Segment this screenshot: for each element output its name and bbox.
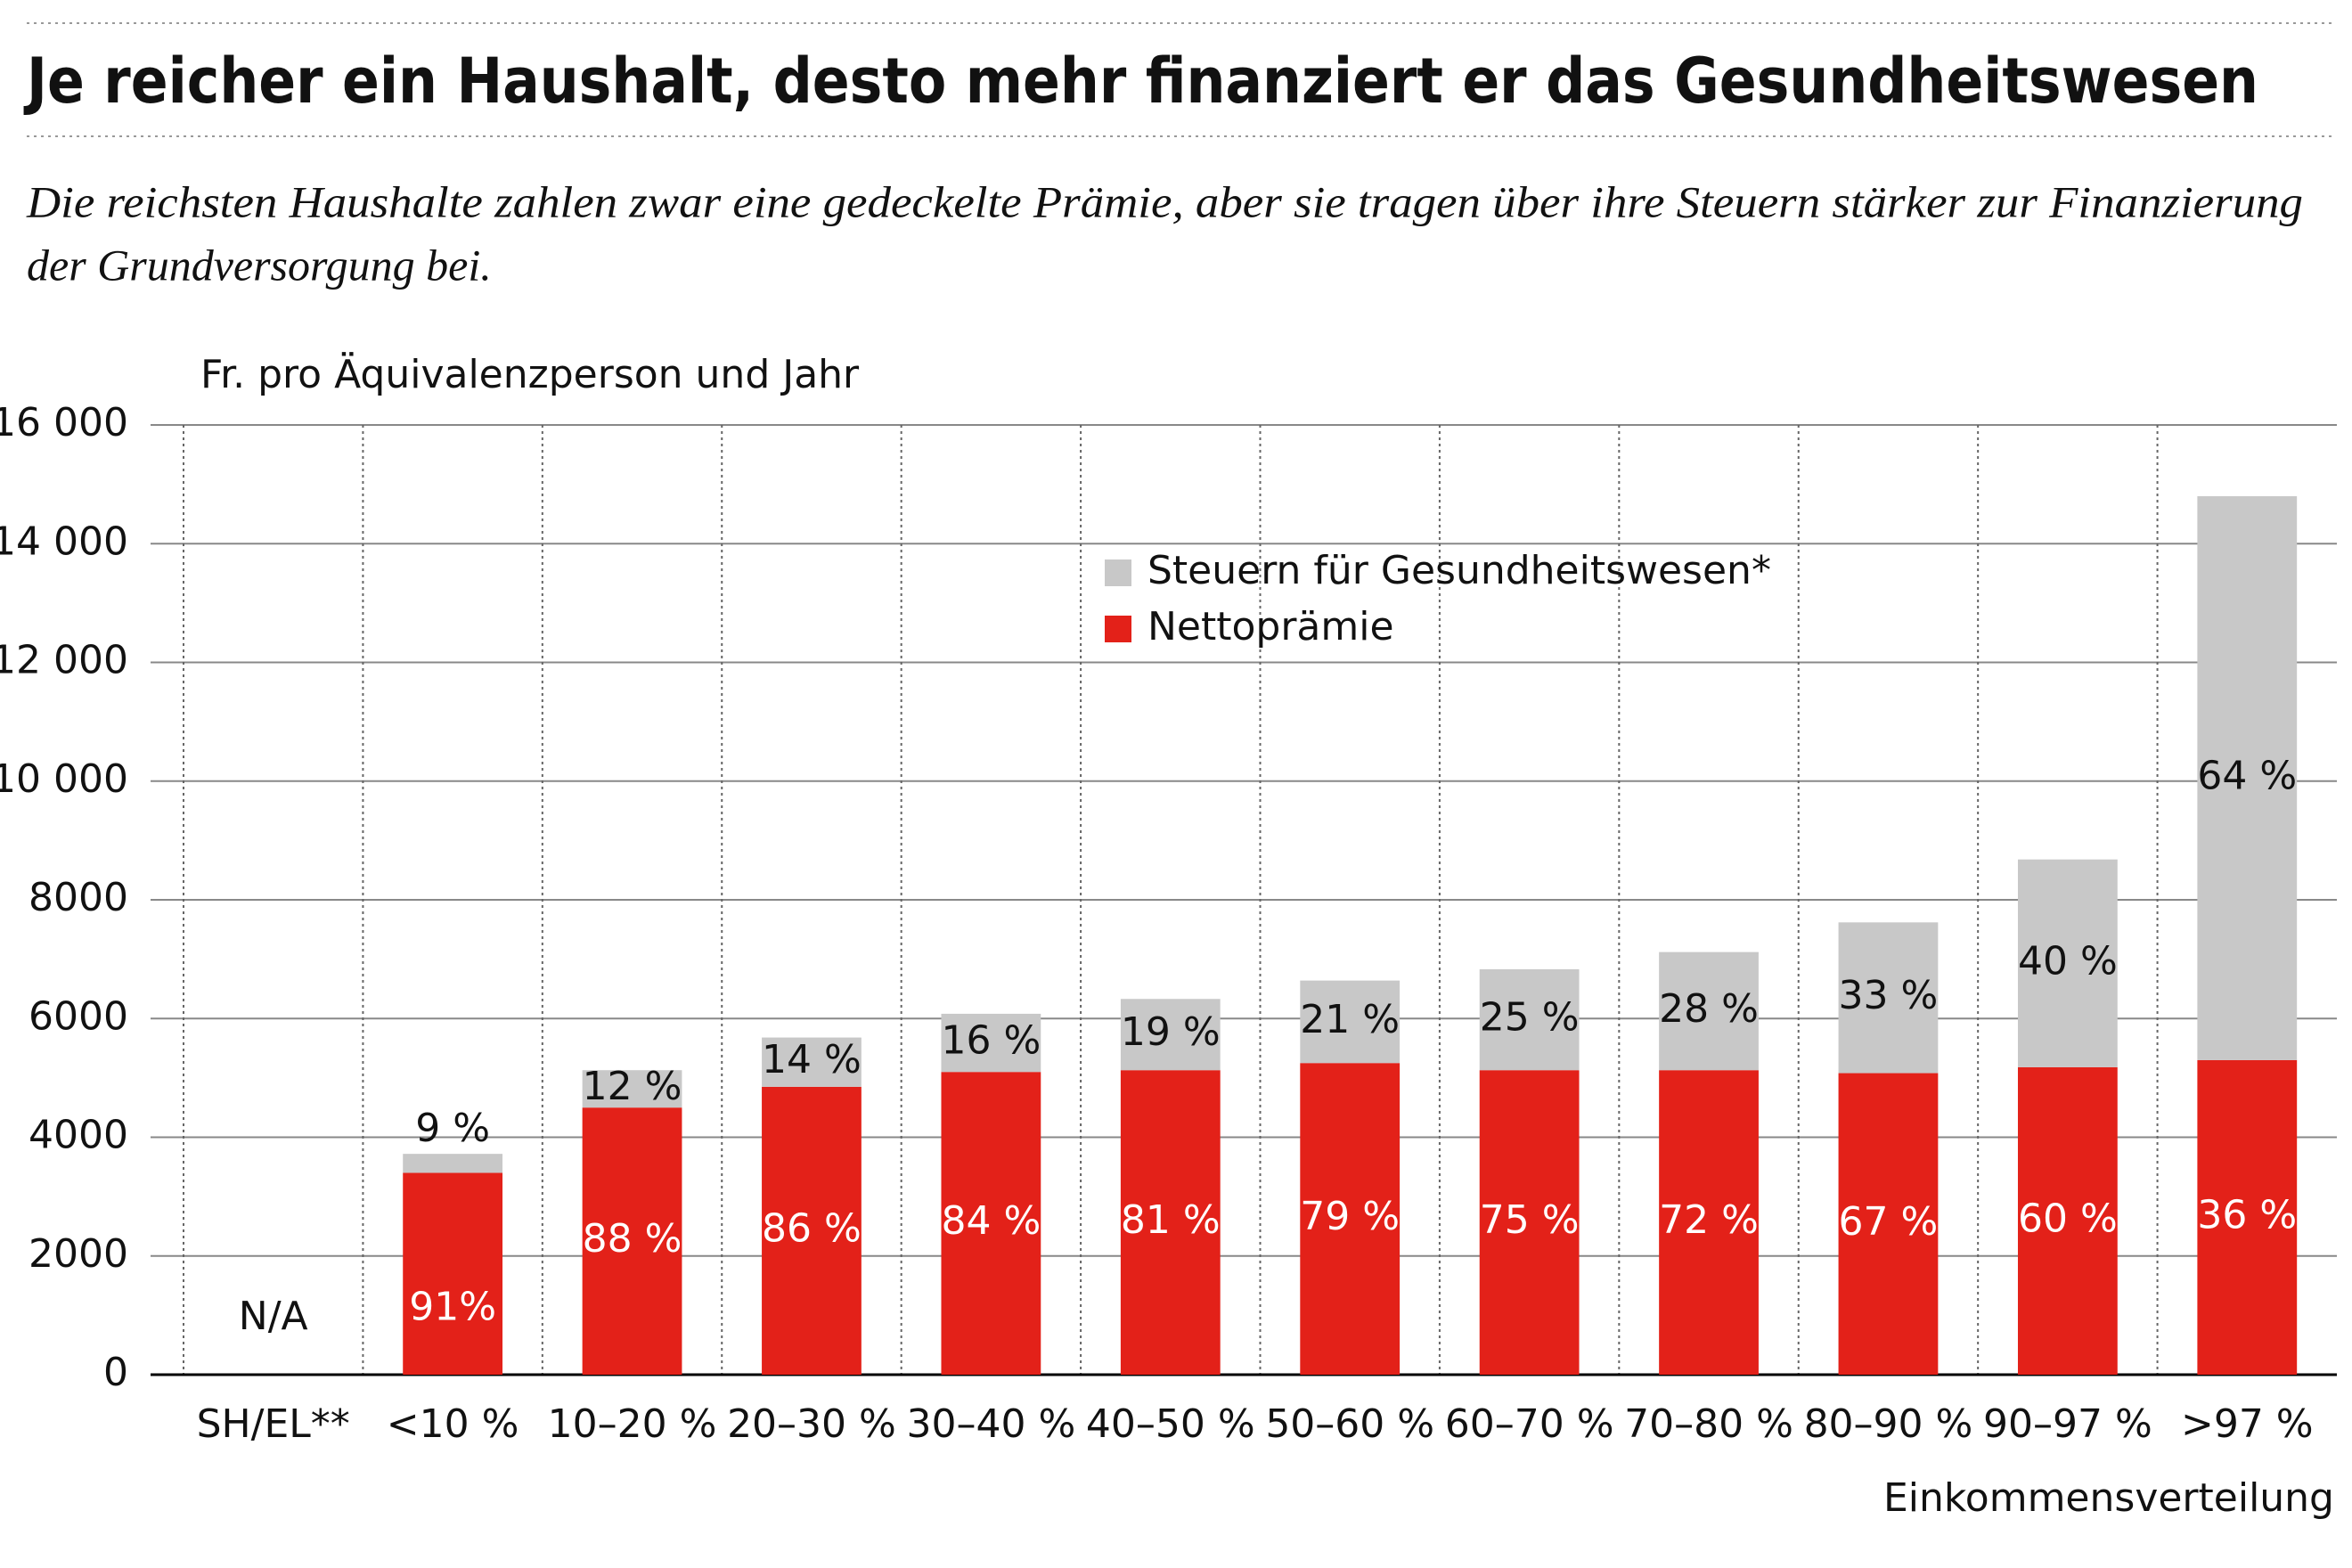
- x-tick-label: 20–30 %: [727, 1401, 896, 1447]
- y-tick-label: 12 000: [0, 638, 128, 683]
- percent-label: 36 %: [2197, 1192, 2297, 1237]
- legend-label: Nettoprämie: [1147, 604, 1394, 649]
- percent-label: 91%: [409, 1285, 496, 1330]
- bar-segment: [1300, 1063, 1401, 1375]
- bar-segment: [1659, 951, 1759, 1071]
- percent-label: 9 %: [415, 1106, 490, 1151]
- bar-segment: [941, 1013, 1041, 1073]
- y-tick-label: 6000: [29, 993, 128, 1039]
- legend-label: Steuern für Gesundheitswesen*: [1147, 548, 1771, 593]
- na-label: N/A: [239, 1294, 308, 1339]
- bar-segment: [2197, 1059, 2298, 1375]
- percent-label: 21 %: [1300, 997, 1400, 1042]
- x-tick-label: 60–70 %: [1445, 1401, 1614, 1447]
- percent-label: 86 %: [762, 1205, 862, 1251]
- bar-segment: [582, 1070, 682, 1108]
- bar-segment: [941, 1072, 1041, 1375]
- bar-segment: [1838, 922, 1939, 1074]
- percent-label: 64 %: [2197, 753, 2297, 798]
- x-axis-label: Einkommensverteilung: [1883, 1475, 2334, 1521]
- percent-label: 14 %: [762, 1037, 862, 1082]
- percent-label: 72 %: [1659, 1197, 1759, 1243]
- y-tick-label: 2000: [29, 1231, 128, 1277]
- percent-label: 12 %: [583, 1064, 682, 1109]
- x-tick-label: SH/EL**: [197, 1401, 350, 1447]
- x-tick-label: 30–40 %: [906, 1401, 1075, 1447]
- bar-segment: [403, 1154, 503, 1173]
- bar-segment: [2017, 1066, 2118, 1375]
- y-tick-label: 14 000: [0, 519, 128, 564]
- y-tick-label: 16 000: [0, 400, 128, 445]
- bar-segment: [582, 1107, 682, 1375]
- x-tick-label: 40–50 %: [1086, 1401, 1255, 1447]
- x-tick-label: 10–20 %: [548, 1401, 717, 1447]
- percent-label: 84 %: [941, 1198, 1041, 1244]
- bar-segment: [1479, 1070, 1580, 1375]
- percent-label: 67 %: [1839, 1199, 1939, 1245]
- y-tick-label: 8000: [29, 875, 128, 920]
- percent-label: 79 %: [1300, 1194, 1400, 1239]
- y-tick-label: 4000: [29, 1113, 128, 1158]
- percent-label: 33 %: [1839, 973, 1939, 1018]
- x-tick-label: 90–97 %: [1983, 1401, 2152, 1447]
- percent-label: 28 %: [1659, 986, 1759, 1032]
- bar-segment: [1479, 968, 1580, 1071]
- bar-segment: [2017, 859, 2118, 1067]
- bar-segment: [2197, 495, 2298, 1060]
- legend-swatch: [1105, 616, 1131, 642]
- chart-title: Je reicher ein Haushalt, desto mehr fina…: [23, 45, 2258, 118]
- x-tick-label: <10 %: [387, 1401, 519, 1447]
- legend-swatch: [1105, 559, 1131, 586]
- y-axis-label: Fr. pro Äquivalenzperson und Jahr: [200, 351, 860, 397]
- percent-label: 60 %: [2018, 1196, 2118, 1241]
- bar-segment: [762, 1037, 862, 1087]
- x-tick-label: >97 %: [2181, 1401, 2314, 1447]
- subtitle: der Grundversorgung bei.: [27, 240, 492, 290]
- bar-segment: [762, 1086, 862, 1375]
- bar-segment: [1120, 999, 1221, 1071]
- percent-label: 16 %: [941, 1018, 1041, 1064]
- bar-segment: [1838, 1073, 1939, 1375]
- percent-label: 19 %: [1121, 1009, 1221, 1055]
- percent-label: 75 %: [1480, 1197, 1580, 1243]
- bar-segment: [1120, 1070, 1221, 1375]
- subtitle: Die reichsten Haushalte zahlen zwar eine…: [26, 176, 2303, 226]
- x-tick-label: 70–80 %: [1624, 1401, 1793, 1447]
- bar-segment: [1300, 980, 1401, 1064]
- y-tick-label: 10 000: [0, 756, 128, 802]
- percent-label: 81 %: [1121, 1197, 1221, 1243]
- bar-segment: [403, 1172, 503, 1375]
- x-tick-label: 80–90 %: [1804, 1401, 1973, 1447]
- y-tick-label: 0: [103, 1350, 128, 1395]
- percent-label: 25 %: [1480, 995, 1580, 1041]
- percent-label: 88 %: [583, 1216, 682, 1262]
- x-tick-label: 50–60 %: [1265, 1401, 1434, 1447]
- bar-segment: [1659, 1070, 1759, 1375]
- percent-label: 40 %: [2018, 938, 2118, 984]
